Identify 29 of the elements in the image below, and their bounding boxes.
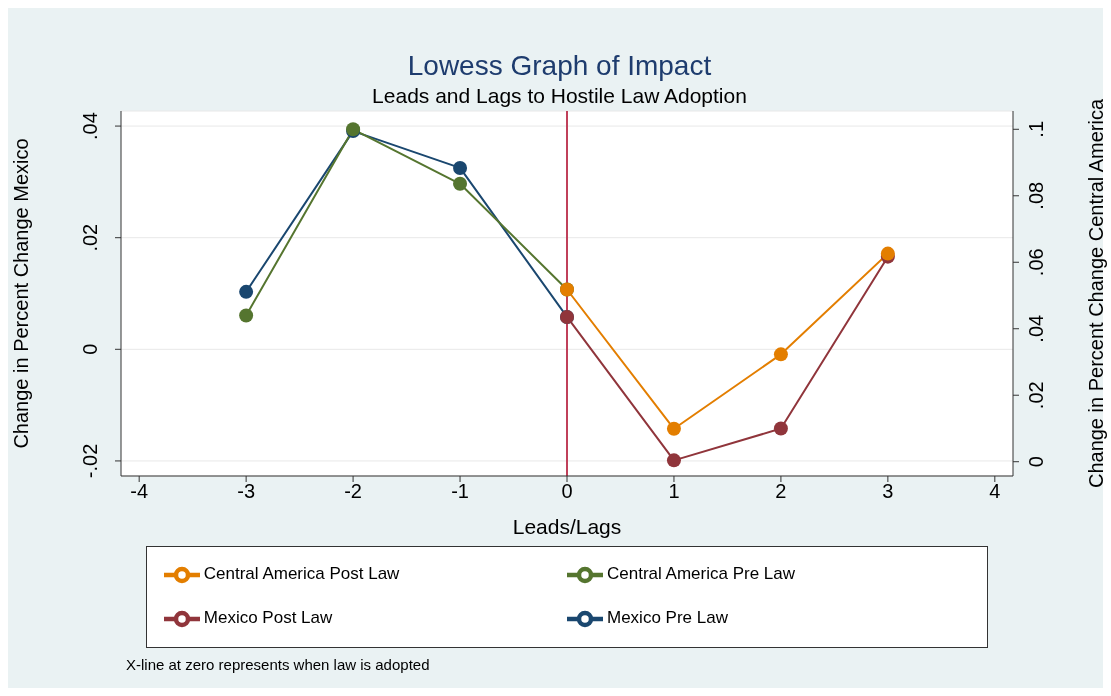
y-axis-title: Change in Percent Change Mexico <box>10 138 33 449</box>
chart-title: Lowess Graph of Impact <box>406 50 713 82</box>
chart-subtitle: Leads and Lags to Hostile Law Adoption <box>372 84 747 107</box>
y2-tick-label: .08 <box>1025 181 1047 210</box>
x-tick-label: 3 <box>882 480 894 503</box>
x-tick-label: -2 <box>344 480 362 503</box>
legend-label: Mexico Post Law <box>203 608 333 628</box>
legend-label: Central America Post Law <box>203 564 400 584</box>
legend-label: Central America Pre Law <box>606 564 796 584</box>
y2-tick-label: .1 <box>1025 120 1047 138</box>
y2-tick-label: .04 <box>1025 314 1047 343</box>
x-tick-label: -4 <box>130 480 149 503</box>
y-tick-label: .04 <box>79 112 101 140</box>
x-tick-label: 4 <box>989 480 1001 503</box>
y2-tick-label: .02 <box>1025 381 1047 410</box>
x-tick-label: -3 <box>237 480 256 503</box>
y2-axis-title: Change in Percent Change Central America <box>1085 98 1108 489</box>
y-tick-label: 0 <box>79 343 101 355</box>
y-tick-label: -.02 <box>79 443 101 479</box>
x-tick-label: 1 <box>668 480 680 503</box>
legend-label: Mexico Pre Law <box>606 608 728 628</box>
text: X-line at zero represents when law is adopted <box>126 656 431 673</box>
y-tick-label: .02 <box>79 223 101 252</box>
x-axis-title: Leads/Lags <box>512 515 622 538</box>
x-tick-label: 2 <box>775 480 787 503</box>
x-tick-label: 0 <box>561 480 573 503</box>
x-tick-label: -1 <box>451 480 469 503</box>
y2-tick-label: .06 <box>1025 248 1047 277</box>
y2-tick-label: 0 <box>1025 456 1047 468</box>
